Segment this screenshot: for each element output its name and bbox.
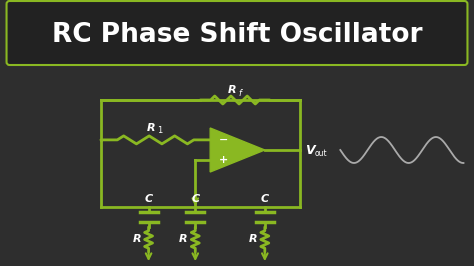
Text: out: out	[314, 148, 327, 157]
Text: −: −	[219, 135, 228, 145]
FancyBboxPatch shape	[7, 1, 467, 65]
Text: C: C	[191, 194, 200, 204]
Text: C: C	[261, 194, 269, 204]
Text: R: R	[179, 235, 188, 244]
Text: V: V	[306, 143, 315, 156]
Text: R: R	[132, 235, 141, 244]
Text: R: R	[146, 123, 155, 133]
Text: 1: 1	[157, 126, 162, 135]
Text: C: C	[145, 194, 153, 204]
Polygon shape	[210, 128, 265, 172]
Text: R: R	[248, 235, 257, 244]
Text: R: R	[228, 85, 237, 95]
Text: RC Phase Shift Oscillator: RC Phase Shift Oscillator	[52, 22, 422, 48]
Text: +: +	[219, 155, 228, 165]
Text: f: f	[238, 89, 241, 98]
